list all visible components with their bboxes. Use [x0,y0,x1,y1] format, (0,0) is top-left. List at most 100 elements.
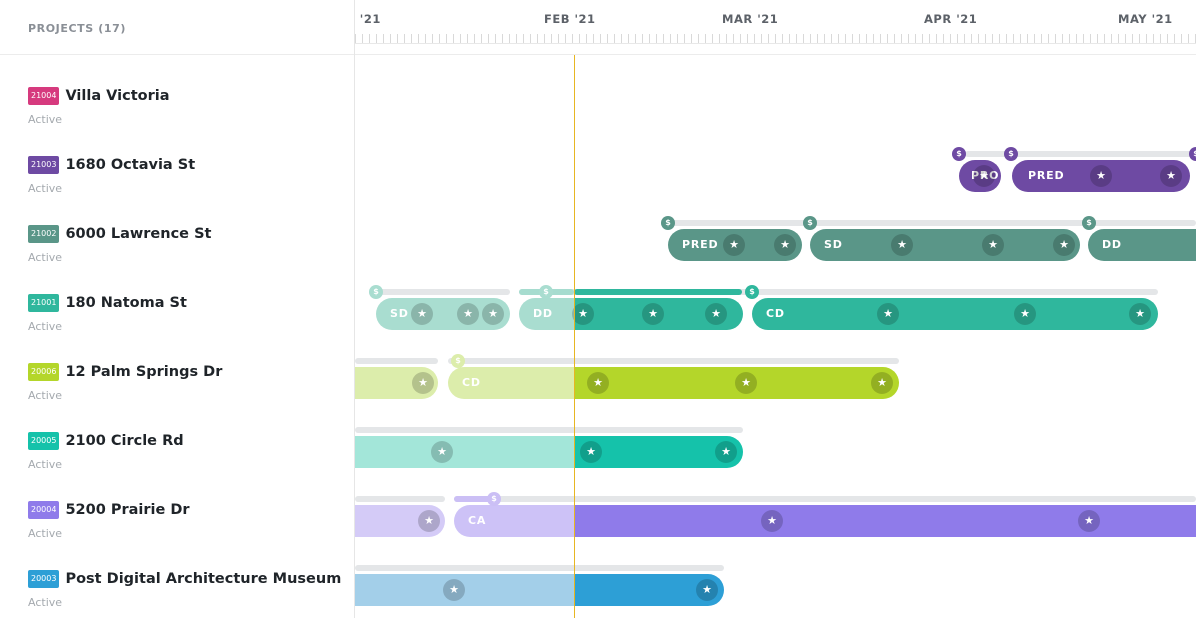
schedule-track-progress [574,289,742,295]
project-status: Active [28,458,63,471]
star-icon[interactable]: ★ [457,303,479,325]
project-row-20003[interactable]: 20003 Post Digital Architecture Museum A… [28,569,348,609]
phase-bar-museum[interactable]: ★ ★ [355,574,724,606]
project-row-20006[interactable]: 20006 12 Palm Springs Dr Active [28,362,348,402]
dollar-icon[interactable]: $ [487,492,501,506]
dollar-icon[interactable]: $ [1189,147,1196,161]
project-name[interactable]: 6000 Lawrence St [65,226,212,242]
star-icon[interactable]: ★ [891,234,913,256]
star-icon[interactable]: ★ [1053,234,1075,256]
project-name[interactable]: 1680 Octavia St [65,157,196,173]
phase-bar-palm-cd[interactable]: CD ★ ★ ★ [448,367,899,399]
star-icon[interactable]: ★ [735,372,757,394]
project-row-20004[interactable]: 20004 5200 Prairie Dr Active [28,500,348,540]
star-icon[interactable]: ★ [877,303,899,325]
schedule-track [965,151,1196,157]
project-name[interactable]: Villa Victoria [65,88,170,104]
phase-label: PRED [682,238,719,251]
project-code-badge: 21002 [28,225,60,243]
phase-label: DD [1102,238,1122,251]
gantt-timeline[interactable]: JAN '21 FEB '21 MAR '21 APR '21 MAY '21 … [355,0,1196,618]
star-icon[interactable]: ★ [871,372,893,394]
star-icon[interactable]: ★ [973,165,995,187]
star-icon[interactable]: ★ [982,234,1004,256]
dollar-icon[interactable]: $ [661,216,675,230]
project-status: Active [28,251,63,264]
star-icon[interactable]: ★ [431,441,453,463]
star-icon[interactable]: ★ [774,234,796,256]
project-row-21003[interactable]: 21003 1680 Octavia St Active [28,155,348,195]
phase-label: DD [533,307,553,320]
schedule-track [355,565,724,571]
dollar-icon[interactable]: $ [952,147,966,161]
project-code-badge: 21004 [28,87,60,105]
star-icon[interactable]: ★ [411,303,433,325]
star-icon[interactable]: ★ [443,579,465,601]
schedule-track [370,289,510,295]
schedule-track [355,427,743,433]
phase-bar-octavia-pro[interactable]: PRO ★ [959,160,1001,192]
phase-bar-circle[interactable]: ★ ★ ★ [355,436,743,468]
project-row-21001[interactable]: 21001 180 Natoma St Active [28,293,348,333]
star-icon[interactable]: ★ [705,303,727,325]
month-label-may: MAY '21 [1118,12,1173,26]
project-name[interactable]: 5200 Prairie Dr [65,502,190,518]
star-icon[interactable]: ★ [1090,165,1112,187]
phase-bar-lawrence-dd[interactable]: DD [1088,229,1196,261]
month-label-mar: MAR '21 [722,12,779,26]
dollar-icon[interactable]: $ [803,216,817,230]
phase-bar-prairie-ca[interactable]: CA ★ ★ [454,505,1196,537]
schedule-track [667,220,1196,226]
star-icon[interactable]: ★ [1078,510,1100,532]
phase-bar-lawrence-sd[interactable]: SD ★ ★ ★ [810,229,1080,261]
project-code-badge: 20004 [28,501,60,519]
star-icon[interactable]: ★ [723,234,745,256]
project-row-21004[interactable]: 21004 Villa Victoria Active [28,86,348,126]
project-name[interactable]: Post Digital Architecture Museum [65,571,342,587]
phase-bar-prairie-previous[interactable]: ★ [355,505,445,537]
phase-bar-palm-previous[interactable]: ★ [355,367,438,399]
project-row-20005[interactable]: 20005 2100 Circle Rd Active [28,431,348,471]
project-name[interactable]: 180 Natoma St [65,295,187,311]
dollar-icon[interactable]: $ [1004,147,1018,161]
star-icon[interactable]: ★ [696,579,718,601]
dollar-icon[interactable]: $ [539,285,553,299]
dollar-icon[interactable]: $ [1082,216,1096,230]
star-icon[interactable]: ★ [642,303,664,325]
phase-label: CA [468,514,487,527]
star-icon[interactable]: ★ [715,441,737,463]
project-code-badge: 21001 [28,294,60,312]
phase-bar-natoma-dd[interactable]: DD ★ ★ ★ [519,298,743,330]
phase-bar-lawrence-pred[interactable]: PRED ★ ★ [668,229,802,261]
today-marker-line [574,55,575,618]
projects-header: PROJECTS (17) [0,0,354,55]
star-icon[interactable]: ★ [418,510,440,532]
phase-bar-natoma-sd[interactable]: SD ★ ★ ★ [376,298,510,330]
project-status: Active [28,113,63,126]
star-icon[interactable]: ★ [412,372,434,394]
project-name[interactable]: 12 Palm Springs Dr [65,364,223,380]
schedule-track-progress [454,496,494,502]
star-icon[interactable]: ★ [1160,165,1182,187]
star-icon[interactable]: ★ [580,441,602,463]
phase-label: PRO [971,169,1000,182]
schedule-track [355,358,438,364]
star-icon[interactable]: ★ [482,303,504,325]
dollar-icon[interactable]: $ [451,354,465,368]
schedule-track [454,496,1196,502]
phase-bar-octavia-pred[interactable]: PRED ★ ★ [1012,160,1190,192]
project-code-badge: 20006 [28,363,60,381]
phase-bar-natoma-cd[interactable]: CD ★ ★ ★ [752,298,1158,330]
star-icon[interactable]: ★ [761,510,783,532]
project-row-21002[interactable]: 21002 6000 Lawrence St Active [28,224,348,264]
project-status: Active [28,320,63,333]
star-icon[interactable]: ★ [1129,303,1151,325]
star-icon[interactable]: ★ [587,372,609,394]
dollar-icon[interactable]: $ [745,285,759,299]
timeline-ruler [355,34,1196,44]
star-icon[interactable]: ★ [572,303,594,325]
star-icon[interactable]: ★ [1014,303,1036,325]
project-status: Active [28,527,63,540]
project-name[interactable]: 2100 Circle Rd [65,433,184,449]
dollar-icon[interactable]: $ [369,285,383,299]
